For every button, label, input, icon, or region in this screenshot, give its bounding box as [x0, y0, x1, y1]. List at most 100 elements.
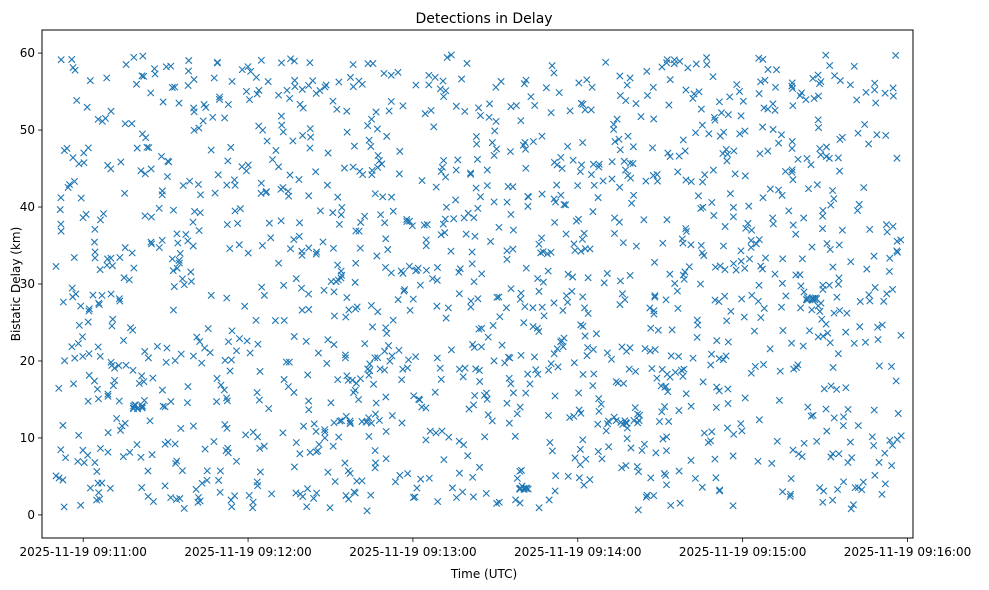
data-point-marker [836, 167, 844, 175]
data-point-marker [330, 288, 338, 296]
data-point-marker [189, 218, 197, 226]
data-point-marker [476, 193, 485, 201]
data-point-marker [146, 417, 154, 425]
data-point-marker [524, 192, 532, 200]
data-point-marker [279, 128, 287, 136]
data-point-marker [598, 455, 606, 463]
data-point-marker [569, 273, 577, 281]
data-point-marker [631, 404, 639, 412]
data-point-marker [870, 86, 879, 94]
data-point-marker [116, 253, 124, 262]
data-point-marker [313, 489, 321, 497]
data-point-marker [165, 158, 173, 166]
x-tick-label: 2025-11-19 09:14:00 [514, 545, 641, 559]
data-point-marker [365, 414, 373, 422]
data-point-marker [827, 201, 835, 209]
data-point-marker [399, 102, 407, 110]
data-point-marker [589, 208, 597, 216]
data-point-marker [190, 126, 198, 134]
data-point-marker [624, 132, 632, 140]
data-point-marker [489, 321, 497, 330]
data-point-marker [185, 56, 193, 65]
data-point-marker [627, 174, 635, 182]
data-point-marker [477, 343, 486, 351]
data-point-marker [236, 205, 245, 213]
data-point-marker [843, 309, 851, 317]
data-point-marker [708, 428, 716, 436]
data-point-marker [86, 484, 95, 492]
data-point-marker [378, 160, 386, 168]
data-point-marker [577, 99, 585, 107]
data-point-marker [164, 438, 172, 446]
data-point-marker [440, 456, 448, 464]
data-point-marker [182, 230, 190, 239]
data-point-marker [769, 214, 777, 222]
data-point-marker [652, 449, 660, 457]
data-point-marker [856, 323, 864, 331]
data-point-marker [187, 268, 195, 276]
data-point-marker [516, 485, 524, 493]
data-point-marker [509, 183, 517, 191]
data-point-marker [608, 175, 616, 183]
data-point-marker [91, 254, 99, 262]
data-point-marker [119, 336, 128, 345]
data-point-marker [371, 446, 379, 455]
data-point-marker [226, 367, 234, 375]
data-point-marker [246, 349, 254, 357]
data-point-marker [415, 395, 423, 403]
data-point-marker [823, 239, 831, 248]
data-point-marker [875, 362, 883, 370]
data-point-marker [590, 181, 598, 189]
data-point-marker [178, 467, 187, 475]
data-point-marker [817, 151, 825, 159]
data-point-marker [788, 137, 796, 146]
data-point-marker [503, 399, 511, 407]
data-point-marker [738, 427, 746, 435]
data-point-marker [417, 475, 425, 483]
data-point-marker [324, 336, 332, 344]
data-point-marker [59, 421, 67, 429]
data-point-marker [745, 202, 753, 210]
data-point-marker [203, 467, 211, 475]
data-point-marker [535, 327, 543, 336]
data-point-marker [711, 455, 719, 463]
data-point-marker [589, 382, 597, 390]
data-point-marker [292, 275, 300, 283]
x-tick-label: 2025-11-19 09:16:00 [844, 545, 971, 559]
data-point-marker [881, 449, 889, 457]
data-point-marker [141, 347, 149, 356]
data-point-marker [96, 444, 105, 453]
data-point-marker [130, 53, 138, 61]
data-point-marker [522, 264, 530, 272]
data-point-marker [437, 375, 445, 383]
data-point-marker [461, 107, 469, 116]
data-point-marker [256, 444, 264, 453]
data-point-marker [371, 410, 380, 418]
data-point-marker [626, 271, 634, 280]
data-point-marker [385, 107, 393, 115]
data-point-marker [882, 131, 890, 140]
data-point-marker [342, 492, 350, 500]
data-point-marker [638, 446, 646, 455]
data-point-marker [364, 122, 372, 130]
data-point-marker [511, 432, 519, 440]
data-point-marker [343, 128, 351, 136]
data-point-marker [789, 176, 797, 184]
data-point-marker [715, 354, 723, 363]
data-point-marker [616, 146, 624, 154]
data-point-marker [349, 163, 357, 171]
data-point-marker [128, 249, 136, 257]
data-point-marker [617, 418, 625, 426]
data-point-marker [816, 307, 824, 315]
data-point-marker [421, 110, 429, 118]
data-point-marker [305, 305, 313, 313]
data-point-marker [488, 139, 496, 147]
data-point-marker [684, 64, 692, 72]
data-point-marker [813, 181, 821, 189]
data-point-marker [737, 420, 745, 428]
data-point-marker [724, 400, 732, 408]
data-point-marker [671, 368, 680, 376]
data-point-marker [104, 448, 112, 456]
data-point-marker [653, 374, 661, 382]
data-point-marker [789, 84, 797, 93]
